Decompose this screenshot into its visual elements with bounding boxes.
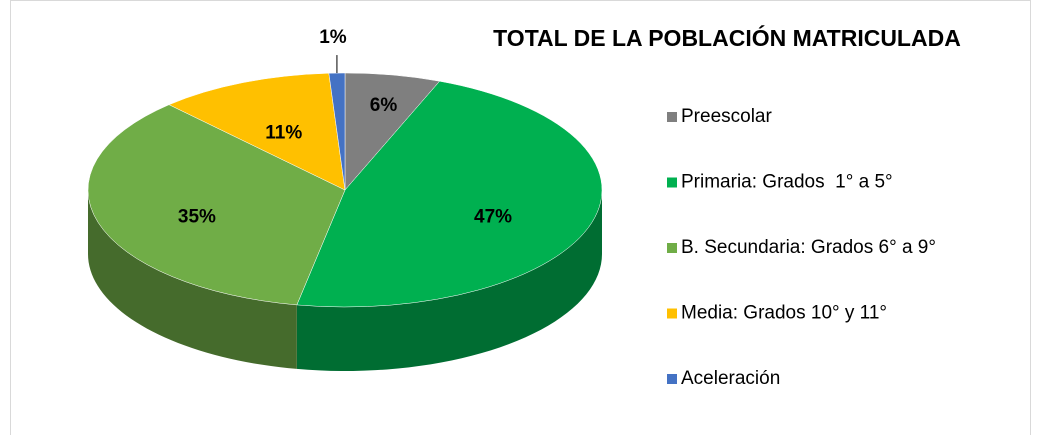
legend-label: B. Secundaria: Grados 6° a 9° xyxy=(681,237,936,258)
legend-swatch xyxy=(667,112,677,122)
data-label: 47% xyxy=(474,207,512,228)
legend-label: Preescolar xyxy=(681,106,772,127)
slice xyxy=(168,72,346,191)
slice xyxy=(328,72,346,191)
slice xyxy=(87,104,346,306)
legend-swatch xyxy=(667,308,677,319)
legend-swatch xyxy=(667,374,677,384)
slice-side xyxy=(296,190,602,371)
slice xyxy=(296,80,603,308)
data-label: 35% xyxy=(178,207,216,228)
data-label: 11% xyxy=(265,123,302,144)
legend-label: Primaria: Grados 1° a 5° xyxy=(681,172,893,193)
data-label: 1% xyxy=(319,27,347,48)
legend-label: Media: Grados 10° y 11° xyxy=(681,303,887,324)
slice-side xyxy=(88,190,297,369)
legend-swatch xyxy=(667,243,677,253)
chart-title: TOTAL DE LA POBLACIÓN MATRICULADA xyxy=(493,24,961,51)
data-label: 6% xyxy=(370,95,398,116)
legend-label: Aceleración xyxy=(681,368,780,389)
legend-swatch xyxy=(667,177,677,188)
